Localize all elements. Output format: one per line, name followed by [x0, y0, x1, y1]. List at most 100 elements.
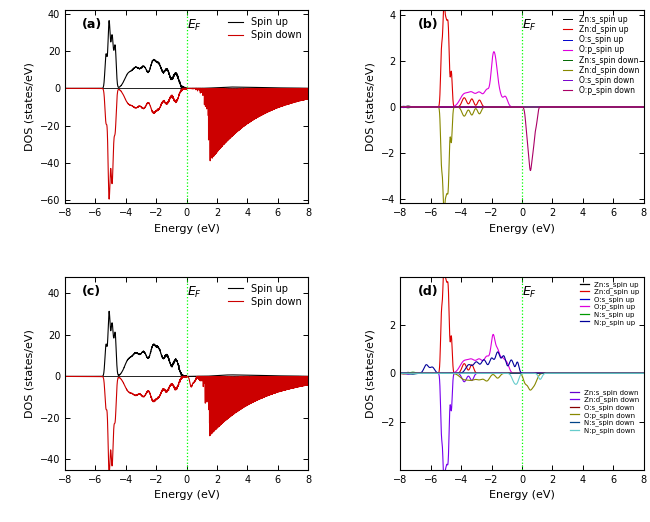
- O:p_spin up: [424, 104, 432, 110]
- Spin up: [155, 344, 162, 350]
- Line: O:p_spin down: O:p_spin down: [400, 107, 644, 171]
- O:p_spin down: [640, 104, 647, 110]
- Line: Spin down: Spin down: [65, 376, 308, 470]
- Y-axis label: DOS (states/eV): DOS (states/eV): [24, 329, 34, 418]
- Zn:d_spin down: [635, 104, 643, 110]
- Spin up: [89, 373, 97, 379]
- Line: Zn:s_spin down: Zn:s_spin down: [400, 107, 644, 108]
- Zn:d_spin down: [500, 104, 508, 110]
- Line: Zn:d_spin up: Zn:d_spin up: [400, 3, 644, 107]
- Zn:s_spin down: [609, 104, 617, 110]
- Text: $E_F$: $E_F$: [187, 18, 202, 33]
- X-axis label: Energy (eV): Energy (eV): [489, 224, 555, 234]
- Spin down: [105, 196, 113, 202]
- O:s_spin up: [488, 104, 495, 110]
- Zn:d_spin up: [396, 104, 404, 110]
- Line: Zn:s_spin up: Zn:s_spin up: [400, 106, 644, 107]
- O:p_spin up: [489, 49, 497, 55]
- Legend: Spin up, Spin down: Spin up, Spin down: [226, 15, 303, 42]
- Zn:s_spin down: [424, 104, 432, 110]
- Zn:s_spin down: [490, 104, 498, 110]
- Zn:s_spin down: [640, 104, 647, 110]
- Spin up: [300, 373, 307, 379]
- Zn:s_spin up: [492, 104, 500, 110]
- Spin up: [300, 85, 307, 91]
- O:s_spin up: [500, 104, 508, 110]
- O:p_spin up: [635, 104, 643, 110]
- Text: $E_F$: $E_F$: [522, 18, 537, 33]
- Spin up: [61, 373, 69, 379]
- Spin down: [89, 373, 97, 379]
- Zn:d_spin up: [490, 104, 498, 110]
- Zn:s_spin up: [424, 104, 432, 110]
- Spin down: [304, 96, 312, 102]
- Zn:s_spin up: [635, 104, 643, 110]
- Line: Spin up: Spin up: [65, 20, 308, 88]
- Zn:s_spin down: [396, 104, 404, 110]
- Spin up: [165, 71, 173, 77]
- Spin up: [105, 17, 113, 23]
- Spin down: [61, 373, 69, 379]
- Spin up: [304, 85, 312, 91]
- O:s_spin down: [609, 104, 617, 110]
- Zn:d_spin down: [640, 104, 647, 110]
- Spin down: [300, 373, 307, 379]
- Legend: Zn:s_spin down, Zn:d_spin down, O:s_spin down, O:p_spin down, N:s_spin down, N:p: Zn:s_spin down, Zn:d_spin down, O:s_spin…: [569, 388, 640, 434]
- Zn:s_spin up: [396, 104, 404, 110]
- O:s_spin up: [490, 104, 498, 110]
- Text: (a): (a): [82, 18, 102, 31]
- Zn:d_spin down: [424, 104, 432, 110]
- Zn:d_spin down: [490, 104, 498, 110]
- Spin up: [61, 85, 69, 91]
- Legend: Spin up, Spin down: Spin up, Spin down: [226, 282, 303, 309]
- Spin down: [273, 389, 281, 395]
- O:p_spin down: [635, 104, 643, 110]
- Spin down: [155, 394, 162, 400]
- Zn:d_spin up: [500, 104, 508, 110]
- O:s_spin down: [640, 104, 647, 110]
- O:s_spin up: [609, 104, 617, 110]
- X-axis label: Energy (eV): Energy (eV): [153, 224, 220, 234]
- O:s_spin up: [635, 104, 643, 110]
- Zn:d_spin up: [609, 104, 617, 110]
- Zn:s_spin up: [609, 104, 617, 110]
- Spin down: [304, 382, 312, 388]
- O:p_spin down: [424, 104, 432, 110]
- O:s_spin up: [396, 103, 404, 110]
- Zn:d_spin down: [439, 177, 447, 184]
- Text: $E_F$: $E_F$: [522, 284, 537, 300]
- Spin down: [155, 106, 162, 112]
- Zn:d_spin up: [424, 104, 432, 110]
- O:p_spin down: [396, 104, 404, 110]
- X-axis label: Energy (eV): Energy (eV): [153, 490, 220, 500]
- Zn:s_spin up: [500, 104, 508, 110]
- O:s_spin down: [396, 104, 404, 110]
- O:s_spin down: [490, 104, 498, 110]
- O:s_spin down: [500, 104, 508, 110]
- O:p_spin down: [608, 104, 616, 110]
- O:p_spin down: [500, 104, 508, 110]
- O:s_spin up: [439, 104, 447, 110]
- Spin down: [165, 386, 173, 392]
- Spin up: [155, 60, 162, 66]
- Spin up: [105, 308, 113, 314]
- Zn:s_spin down: [635, 104, 643, 110]
- Line: Spin down: Spin down: [65, 88, 308, 199]
- Zn:d_spin down: [396, 104, 404, 110]
- Spin down: [103, 125, 111, 132]
- O:p_spin up: [609, 104, 617, 110]
- Spin down: [300, 97, 307, 103]
- Spin down: [105, 467, 112, 473]
- Line: Spin up: Spin up: [65, 311, 308, 376]
- O:p_spin up: [500, 93, 508, 100]
- Spin up: [103, 53, 111, 59]
- O:p_spin up: [518, 104, 526, 110]
- Zn:d_spin up: [640, 104, 647, 110]
- O:p_spin up: [640, 104, 647, 110]
- Line: Zn:d_spin down: Zn:d_spin down: [400, 107, 644, 211]
- O:p_spin up: [396, 104, 404, 110]
- Spin up: [89, 85, 97, 91]
- Spin up: [304, 373, 312, 379]
- O:s_spin down: [439, 104, 447, 110]
- Zn:d_spin up: [440, 0, 448, 6]
